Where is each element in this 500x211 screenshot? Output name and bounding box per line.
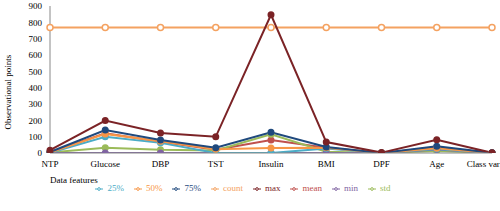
svg-text:Observational points: Observational points xyxy=(8,54,13,129)
svg-text:900: 900 xyxy=(29,1,43,11)
html-text:std: std xyxy=(380,183,391,193)
svg-text:TST: TST xyxy=(208,159,225,169)
svg-text:Data features: Data features xyxy=(50,175,98,185)
svg-text:DBP: DBP xyxy=(152,159,170,169)
html-text:mean: mean xyxy=(302,183,322,193)
svg-text:BMI: BMI xyxy=(318,159,335,169)
svg-text:0: 0 xyxy=(38,148,43,158)
svg-text:DPF: DPF xyxy=(373,159,390,169)
html-text:count: count xyxy=(223,183,243,193)
svg-text:500: 500 xyxy=(29,67,43,77)
svg-text:800: 800 xyxy=(29,18,43,28)
svg-text:Class variable: Class variable xyxy=(467,159,492,169)
html-text:max: max xyxy=(265,183,281,193)
svg-text:700: 700 xyxy=(29,34,43,44)
svg-text:Age: Age xyxy=(429,159,444,169)
svg-text:Insulin: Insulin xyxy=(258,159,284,169)
html-text:50%: 50% xyxy=(146,183,163,193)
svg-text:NTP: NTP xyxy=(41,159,58,169)
html-text:25%: 25% xyxy=(107,183,124,193)
svg-text:300: 300 xyxy=(29,99,43,109)
svg-text:600: 600 xyxy=(29,50,43,60)
svg-text:200: 200 xyxy=(29,116,43,126)
svg-text:400: 400 xyxy=(29,83,43,93)
svg-text:Glucose: Glucose xyxy=(91,159,121,169)
html-text:min: min xyxy=(344,183,358,193)
svg-text:100: 100 xyxy=(29,132,43,142)
html-text:75%: 75% xyxy=(184,183,201,193)
